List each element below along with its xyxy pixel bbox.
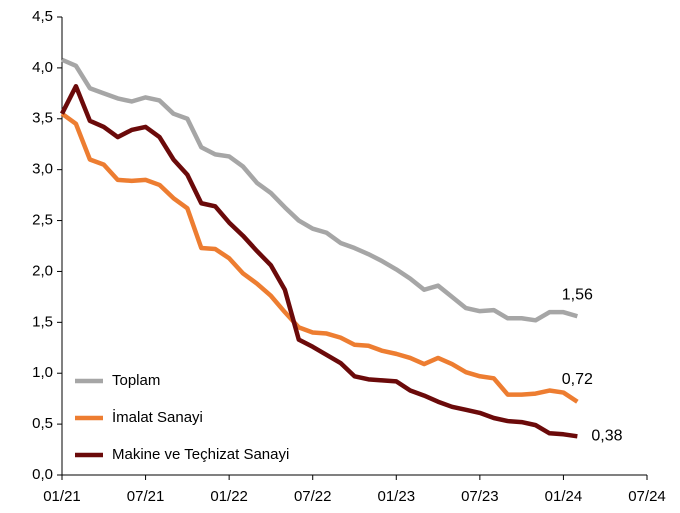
y-tick-label: 0,5	[32, 415, 53, 432]
y-tick-label: 4,0	[32, 59, 53, 76]
legend-label: İmalat Sanayi	[112, 408, 203, 426]
series-line	[60, 111, 579, 404]
y-tick-label: 3,5	[32, 110, 53, 127]
x-tick-label: 01/22	[210, 488, 248, 505]
x-tick-label: 01/24	[545, 488, 583, 505]
series-line	[61, 57, 578, 323]
y-tick-label: 0,0	[32, 466, 53, 483]
value-label: 1,56	[562, 286, 593, 303]
x-tick-label: 07/24	[628, 488, 666, 505]
x-tick-label: 07/22	[294, 488, 332, 505]
legend-label: Toplam	[112, 372, 160, 389]
y-tick-label: 1,0	[32, 364, 53, 381]
x-tick-label: 07/23	[461, 488, 499, 505]
y-tick-label: 2,5	[32, 212, 53, 229]
x-tick-label: 01/23	[378, 488, 416, 505]
x-tick-label: 01/21	[43, 488, 81, 505]
y-tick-label: 2,0	[32, 262, 53, 279]
y-tick-label: 4,5	[32, 8, 53, 25]
value-label: 0,38	[591, 428, 622, 445]
y-tick-label: 3,0	[32, 161, 53, 178]
legend-label: Makine ve Teçhizat Sanayi	[112, 446, 289, 463]
series-line	[59, 83, 578, 439]
value-label: 0,72	[562, 371, 593, 388]
y-tick-label: 1,5	[32, 313, 53, 330]
x-tick-label: 07/21	[127, 488, 165, 505]
